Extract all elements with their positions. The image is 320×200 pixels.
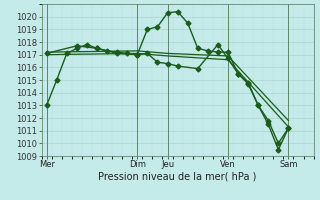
X-axis label: Pression niveau de la mer( hPa ): Pression niveau de la mer( hPa ) (99, 172, 257, 182)
